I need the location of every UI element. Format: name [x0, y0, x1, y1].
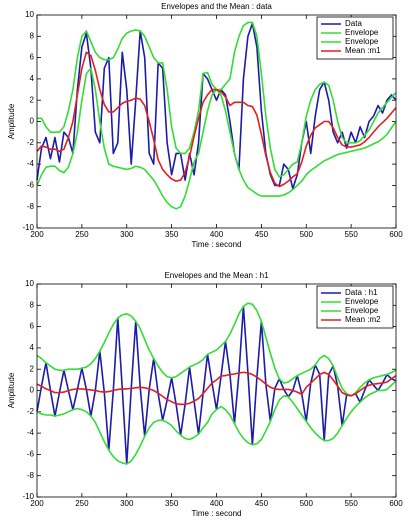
y-tick-label: 10	[25, 279, 34, 288]
legend-label: Data	[345, 19, 362, 28]
x-tick-label: 250	[75, 499, 89, 508]
legend-label: Data : h1	[345, 288, 378, 297]
series-line	[36, 371, 397, 406]
x-tick-label: 450	[255, 499, 269, 508]
x-tick-label: 350	[165, 230, 179, 239]
x-tick-label: 600	[389, 499, 403, 508]
y-tick-label: 0	[30, 386, 35, 395]
y-tick-label: -2	[27, 138, 35, 147]
legend-label: Envelope	[345, 297, 379, 306]
y-tick-label: -6	[27, 181, 35, 190]
series-line	[36, 22, 397, 190]
series-line	[36, 51, 397, 188]
y-axis-label: Amplitude	[7, 103, 16, 139]
y-tick-label: -4	[27, 428, 35, 437]
x-tick-label: 400	[210, 230, 224, 239]
y-tick-label: 8	[30, 300, 35, 309]
series-line	[36, 302, 397, 397]
y-tick-label: -4	[27, 159, 35, 168]
y-tick-label: -8	[27, 202, 35, 211]
x-axis-label: Time : second	[192, 240, 242, 249]
x-tick-label: 300	[120, 499, 134, 508]
y-tick-label: 0	[30, 117, 35, 126]
legend-label: Envelope	[345, 37, 379, 46]
y-tick-label: 4	[30, 343, 35, 352]
x-tick-label: 500	[300, 230, 314, 239]
x-tick-label: 450	[255, 230, 269, 239]
x-tick-label: 200	[30, 230, 44, 239]
x-tick-label: 350	[165, 499, 179, 508]
y-tick-label: 10	[25, 10, 34, 19]
chart-title: Envelopes and the Mean : data	[161, 2, 272, 11]
y-tick-label: -8	[27, 471, 35, 480]
x-tick-label: 250	[75, 230, 89, 239]
y-tick-label: -6	[27, 450, 35, 459]
x-tick-label: 200	[30, 499, 44, 508]
y-tick-label: 6	[30, 53, 35, 62]
y-tick-label: 6	[30, 322, 35, 331]
legend-label: Mean :m1	[345, 46, 381, 55]
legend-label: Envelope	[345, 28, 379, 37]
y-tick-label: 2	[30, 95, 35, 104]
axes-frame	[36, 283, 397, 498]
y-axis-label: Amplitude	[7, 372, 16, 408]
x-tick-label: 600	[389, 230, 403, 239]
y-tick-label: -10	[22, 223, 34, 232]
legend-label: Mean :m2	[345, 315, 381, 324]
x-tick-label: 300	[120, 230, 134, 239]
x-tick-label: 550	[344, 230, 358, 239]
series-line	[36, 380, 397, 465]
y-tick-label: -10	[22, 492, 34, 501]
x-tick-label: 550	[344, 499, 358, 508]
chart-title: Envelopes and the Mean : h1	[164, 271, 269, 280]
y-tick-label: 8	[30, 31, 35, 40]
x-tick-label: 400	[210, 499, 224, 508]
y-tick-label: -2	[27, 407, 35, 416]
legend-label: Envelope	[345, 306, 379, 315]
x-axis-label: Time : second	[192, 509, 242, 518]
axes-frame	[36, 14, 397, 229]
y-tick-label: 4	[30, 74, 35, 83]
y-tick-label: 2	[30, 364, 35, 373]
x-tick-label: 500	[300, 499, 314, 508]
